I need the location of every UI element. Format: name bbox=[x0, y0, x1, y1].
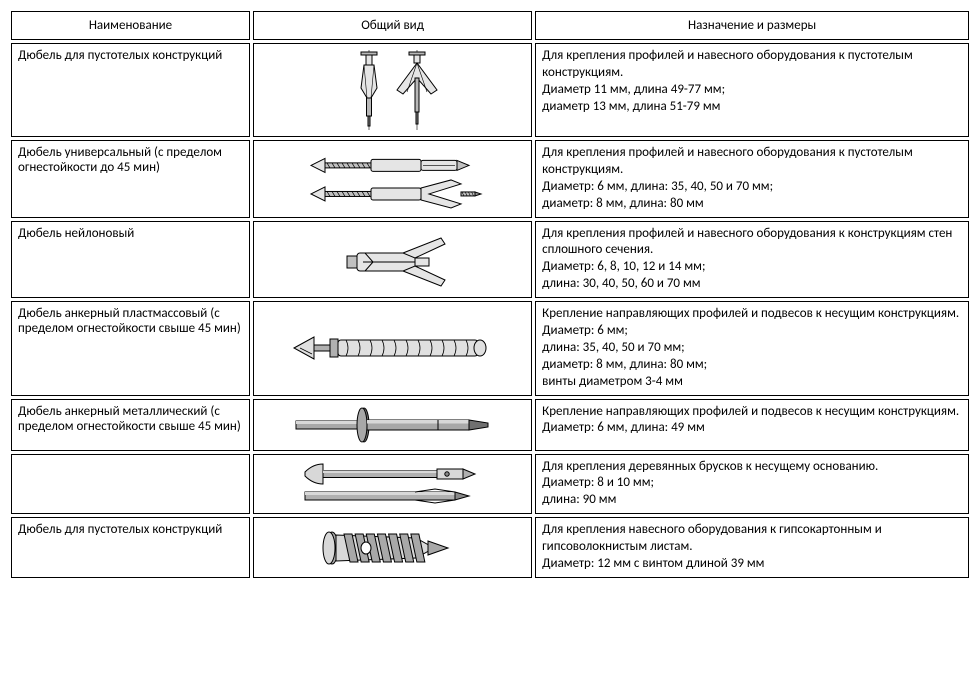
cell-view bbox=[253, 517, 532, 578]
cell-name: Дюбель анкерный металлический (с предело… bbox=[11, 399, 250, 451]
table-row: Для крепления деревянных брусков к несущ… bbox=[11, 454, 969, 515]
cell-view bbox=[253, 301, 532, 395]
cell-view bbox=[253, 454, 532, 515]
cell-desc: Крепление направляющих профилей и подвес… bbox=[535, 301, 969, 395]
table-row: Дюбель нейлоновый Для крепления профилей… bbox=[11, 221, 969, 299]
table-row: Дюбель универсальный (с пределом огнесто… bbox=[11, 140, 969, 218]
cell-name: Дюбель для пустотелых конструкций bbox=[11, 517, 250, 578]
cell-desc: Для крепления навесного оборудования к г… bbox=[535, 517, 969, 578]
cell-view bbox=[253, 43, 532, 137]
cell-name: Дюбель нейлоновый bbox=[11, 221, 250, 299]
table-row: Дюбель анкерный пластмассовый (с предело… bbox=[11, 301, 969, 395]
cell-desc: Для крепления профилей и навесного обору… bbox=[535, 221, 969, 299]
cell-view bbox=[253, 221, 532, 299]
header-view: Общий вид bbox=[253, 11, 532, 40]
fastener-table: Наименование Общий вид Назначение и разм… bbox=[8, 8, 972, 581]
header-desc: Назначение и размеры bbox=[535, 11, 969, 40]
table-row: Дюбель анкерный металлический (с предело… bbox=[11, 399, 969, 451]
cell-name bbox=[11, 454, 250, 515]
cell-desc: Для крепления профилей и навесного обору… bbox=[535, 43, 969, 137]
cell-desc: Для крепления деревянных брусков к несущ… bbox=[535, 454, 969, 515]
cell-name: Дюбель универсальный (с пределом огнесто… bbox=[11, 140, 250, 218]
cell-desc: Крепление направляющих профилей и подвес… bbox=[535, 399, 969, 451]
cell-desc: Для крепления профилей и навесного обору… bbox=[535, 140, 969, 218]
cell-view bbox=[253, 399, 532, 451]
table-row: Дюбель для пустотелых конструкций Для кр… bbox=[11, 517, 969, 578]
table-row: Дюбель для пустотелых конструкций Для кр… bbox=[11, 43, 969, 137]
cell-name: Дюбель анкерный пластмассовый (с предело… bbox=[11, 301, 250, 395]
cell-name: Дюбель для пустотелых конструкций bbox=[11, 43, 250, 137]
header-name: Наименование bbox=[11, 11, 250, 40]
cell-view bbox=[253, 140, 532, 218]
